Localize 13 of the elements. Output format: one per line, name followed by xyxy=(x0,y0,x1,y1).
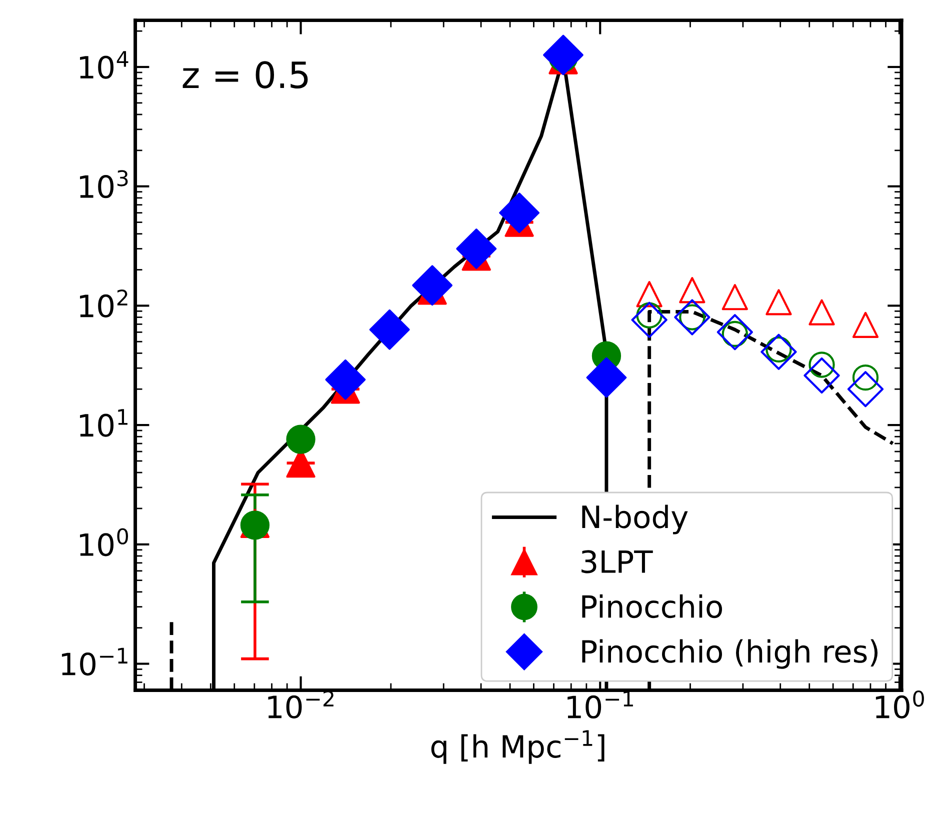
legend-label: Pinocchio xyxy=(582,594,722,618)
y-tick-label: 10$^{2}$ xyxy=(80,289,128,318)
legend-label: Pinocchio (high res) xyxy=(582,639,878,669)
y-tick-label: 10$^{1}$ xyxy=(80,409,128,437)
y-tick-label: 10$^{3}$ xyxy=(80,170,128,198)
legend-label: 3LPT xyxy=(582,550,653,574)
y-tick-label: 10$^{−1}$ xyxy=(62,648,128,676)
x-tick-label: 10$^{0}$ xyxy=(876,690,924,719)
legend-label: N-body xyxy=(582,504,688,534)
annotation: z = 0.5 xyxy=(182,61,308,88)
y-tick-label: 10$^{0}$ xyxy=(80,528,128,556)
y-tick-label: 10$^{4}$ xyxy=(80,51,128,79)
x-axis-title: q [h Mpc$^{−1}$] xyxy=(431,730,604,764)
